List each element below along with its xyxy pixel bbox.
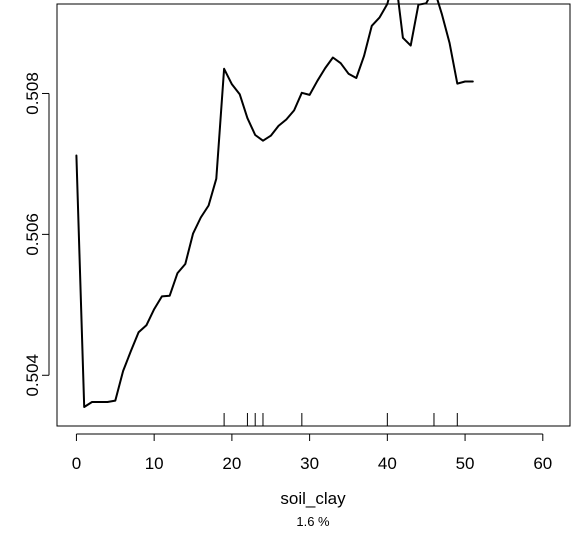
x-axis-title: soil_clay — [280, 489, 346, 508]
x-tick-label: 20 — [222, 454, 241, 473]
x-axis: 0 10 20 30 40 50 60 — [72, 433, 552, 473]
y-tick-label: 0.504 — [23, 354, 42, 397]
x-tick-label: 50 — [456, 454, 475, 473]
plot-frame — [56, 3, 571, 427]
x-tick-label: 60 — [533, 454, 552, 473]
y-tick-label: 0.506 — [23, 213, 42, 256]
series-line — [75, 0, 474, 408]
x-tick-label: 40 — [378, 454, 397, 473]
y-axis: 0.504 0.506 0.508 — [23, 72, 50, 397]
x-tick-label: 10 — [145, 454, 164, 473]
rug-layer — [223, 413, 458, 426]
x-tick-label: 0 — [72, 454, 81, 473]
x-tick-label: 30 — [300, 454, 319, 473]
y-tick-label: 0.508 — [23, 72, 42, 115]
x-axis-subtitle: 1.6 % — [296, 514, 330, 529]
